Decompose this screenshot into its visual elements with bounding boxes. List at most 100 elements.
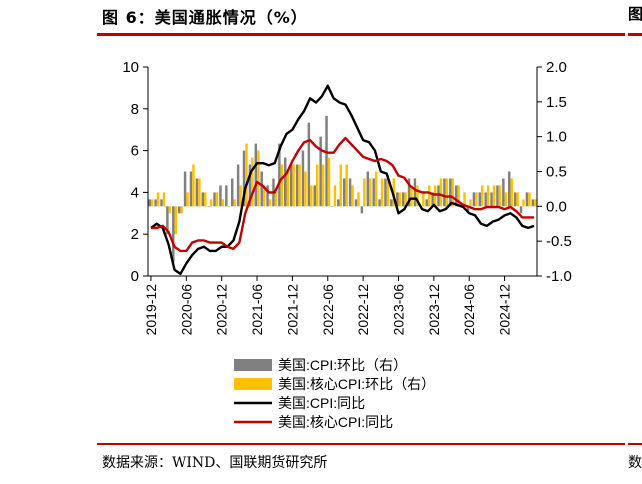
left-tick-label: 2	[131, 226, 139, 243]
left-tick-label: 8	[131, 101, 139, 118]
bar-core-cpi-mom	[351, 185, 354, 207]
bar-cpi-mom	[472, 192, 476, 207]
bar-cpi-mom	[248, 164, 252, 207]
bar-cpi-mom	[337, 199, 340, 207]
bar-core-cpi-mom	[292, 164, 295, 207]
right-tick-label: 0.0	[546, 198, 567, 215]
bar-core-cpi-mom	[304, 171, 307, 207]
x-tick-label: 2021-06	[249, 284, 265, 336]
legend-label: 美国:CPI:环比（右）	[278, 357, 407, 373]
legend-label: 美国:CPI:同比	[278, 395, 365, 411]
bar-cpi-mom	[407, 178, 411, 207]
bar-core-cpi-mom	[239, 185, 242, 207]
bar-core-cpi-mom	[516, 192, 519, 207]
x-tick-label: 2023-12	[426, 284, 442, 336]
legend-swatch	[234, 359, 272, 371]
bar-cpi-mom	[284, 157, 287, 207]
bar-core-cpi-mom	[416, 185, 419, 207]
bar-cpi-mom	[401, 192, 405, 207]
bar-cpi-mom	[230, 178, 234, 207]
bar-cpi-mom	[354, 199, 358, 207]
bar-core-cpi-mom	[427, 185, 431, 207]
bar-cpi-mom	[201, 192, 204, 207]
bar-cpi-mom	[225, 185, 228, 207]
x-tick-label: 2022-06	[320, 284, 336, 336]
bar-core-cpi-mom	[463, 192, 466, 207]
bar-cpi-mom	[466, 206, 470, 214]
line-cpi-yoy	[150, 84, 535, 276]
bar-cpi-mom	[531, 199, 535, 207]
bar-cpi-mom	[177, 206, 181, 214]
bar-core-cpi-mom	[203, 192, 207, 207]
left-tick-label: 4	[131, 184, 139, 201]
bar-core-cpi-mom	[215, 192, 219, 207]
next-panel-title-fragment: 图	[628, 5, 642, 23]
left-tick-label: 10	[122, 59, 139, 76]
bar-core-cpi-mom	[156, 192, 160, 207]
bar-cpi-mom	[295, 164, 299, 207]
bar-core-cpi-mom	[180, 206, 183, 214]
bar-core-cpi-mom	[386, 178, 390, 207]
bar-cpi-mom	[360, 206, 364, 214]
bar-cpi-mom	[278, 143, 281, 207]
bar-cpi-mom	[443, 178, 446, 207]
bar-cpi-mom	[148, 199, 151, 207]
bar-core-cpi-mom	[504, 192, 508, 207]
bar-core-cpi-mom	[380, 178, 384, 207]
bar-cpi-mom	[307, 122, 311, 207]
bar-cpi-mom	[384, 178, 387, 207]
bar-cpi-mom	[378, 199, 381, 207]
title-rule	[97, 33, 625, 36]
bar-cpi-mom	[425, 199, 428, 207]
bar-core-cpi-mom	[363, 178, 366, 207]
bar-core-cpi-mom	[268, 199, 272, 207]
bar-cpi-mom	[236, 164, 240, 207]
bar-cpi-mom	[431, 192, 434, 207]
bar-core-cpi-mom	[398, 192, 401, 207]
bar-core-cpi-mom	[374, 171, 378, 207]
bar-core-cpi-mom	[192, 164, 195, 207]
x-tick-label: 2021-12	[284, 284, 300, 336]
bar-cpi-mom	[189, 171, 193, 207]
bar-core-cpi-mom	[345, 164, 348, 207]
bar-cpi-mom	[242, 150, 246, 207]
figure-title: 图 6：美国通胀情况（%）	[102, 8, 308, 27]
bar-core-cpi-mom	[162, 192, 166, 207]
bar-core-cpi-mom	[327, 157, 331, 207]
bar-core-cpi-mom	[257, 150, 260, 207]
x-tick-label: 2022-12	[355, 284, 371, 336]
bar-core-cpi-mom	[274, 192, 278, 207]
bar-core-cpi-mom	[286, 171, 289, 207]
next-panel-title-rule	[628, 33, 642, 36]
bar-cpi-mom	[183, 171, 187, 207]
bar-core-cpi-mom	[233, 199, 236, 207]
bar-core-cpi-mom	[510, 178, 513, 207]
bar-core-cpi-mom	[227, 206, 231, 207]
bar-cpi-mom	[325, 115, 328, 207]
bar-cpi-mom	[525, 192, 529, 207]
bar-cpi-mom	[390, 199, 393, 207]
right-tick-label: 0.5	[546, 164, 567, 181]
line-core-cpi-yoy	[150, 136, 535, 253]
bar-core-cpi-mom	[457, 185, 460, 207]
bar-core-cpi-mom	[174, 206, 177, 235]
legend-label: 美国:核心CPI:同比	[278, 414, 393, 430]
bar-core-cpi-mom	[498, 185, 502, 207]
bar-cpi-mom	[484, 192, 487, 207]
bar-core-cpi-mom	[357, 192, 360, 207]
bar-core-cpi-mom	[475, 192, 478, 207]
bar-core-cpi-mom	[481, 185, 484, 207]
bar-cpi-mom	[342, 178, 346, 207]
next-panel-footer-rule	[628, 443, 642, 445]
bar-core-cpi-mom	[280, 164, 284, 207]
right-tick-label: -0.5	[546, 233, 572, 250]
bar-cpi-mom	[502, 178, 505, 207]
x-tick-label: 2023-06	[390, 284, 406, 336]
bar-cpi-mom	[366, 171, 370, 207]
x-tick-label: 2024-06	[461, 284, 477, 336]
bar-core-cpi-mom	[369, 178, 372, 207]
bar-cpi-mom	[195, 178, 199, 207]
right-tick-label: 1.5	[546, 94, 567, 111]
bar-cpi-mom	[519, 206, 523, 214]
